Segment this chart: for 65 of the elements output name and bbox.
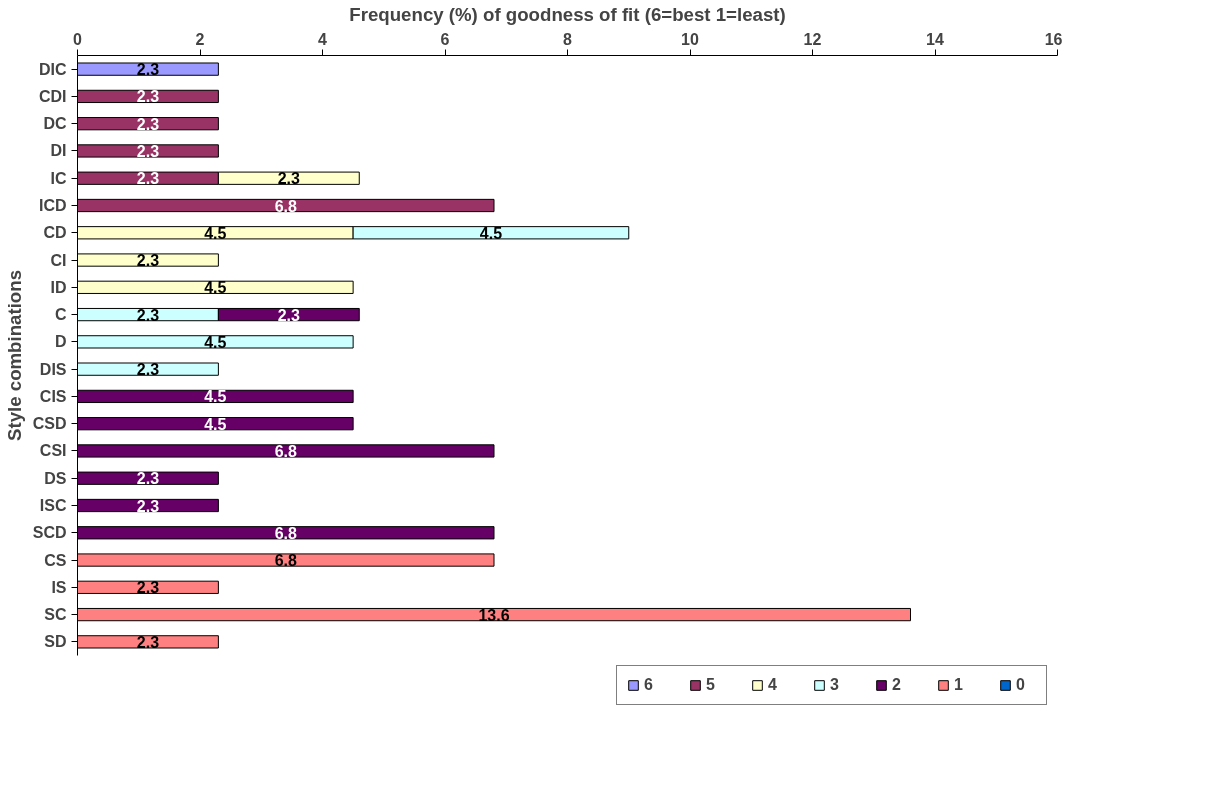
y-tick-label: CSD xyxy=(32,415,67,433)
y-tick-label: DC xyxy=(43,115,67,133)
legend-label: 2 xyxy=(892,676,902,694)
data-label: 2.3 xyxy=(136,252,160,270)
data-label: 2.3 xyxy=(277,170,301,188)
data-label: 2.3 xyxy=(136,633,160,651)
y-tick-label: CD xyxy=(43,224,67,242)
data-label: 6.8 xyxy=(274,197,297,215)
data-label: 4.5 xyxy=(204,224,227,242)
x-tick-label: 8 xyxy=(563,30,573,48)
y-tick-label: SD xyxy=(44,633,67,651)
x-axis-title: Frequency (%) of goodness of fit (6=best 1=least) xyxy=(349,3,786,25)
y-tick-label: ICD xyxy=(38,197,67,214)
legend-label: 5 xyxy=(706,676,716,694)
data-label: 2.3 xyxy=(136,170,160,188)
y-tick-label: IC xyxy=(50,169,67,187)
y-tick-label: SC xyxy=(44,606,67,624)
data-label: 13.6 xyxy=(478,606,510,624)
x-tick-label: 4 xyxy=(318,30,328,48)
data-label: 2.3 xyxy=(277,306,301,324)
y-tick-label: ID xyxy=(50,278,67,296)
data-label: 4.5 xyxy=(204,388,227,406)
y-tick-label: CDI xyxy=(38,87,67,105)
x-tick-label: 6 xyxy=(440,30,450,48)
y-tick-label: CSI xyxy=(39,442,67,460)
data-label: 4.5 xyxy=(204,415,227,433)
legend-label: 6 xyxy=(644,676,654,694)
x-tick-label: 2 xyxy=(195,30,205,48)
data-label: 6.8 xyxy=(274,442,297,460)
data-label: 2.3 xyxy=(136,88,160,106)
legend-label: 4 xyxy=(768,676,778,694)
data-label: 2.3 xyxy=(136,470,160,488)
data-label: 2.3 xyxy=(136,142,160,160)
data-label: 2.3 xyxy=(136,361,160,379)
y-tick-label: D xyxy=(54,333,67,351)
x-tick-label: 12 xyxy=(803,30,822,48)
y-tick-label: CI xyxy=(50,251,67,269)
y-tick-label: DS xyxy=(44,469,67,487)
data-label: 4.5 xyxy=(204,333,227,351)
y-tick-label: CS xyxy=(44,551,67,569)
data-label: 2.3 xyxy=(136,61,160,79)
data-label: 2.3 xyxy=(136,115,160,133)
y-tick-label: ISC xyxy=(39,497,67,514)
y-tick-label: CIS xyxy=(39,387,67,405)
data-label: 2.3 xyxy=(136,579,160,597)
legend-label: 0 xyxy=(1016,676,1026,694)
x-tick-label: 14 xyxy=(926,30,944,48)
data-label: 2.3 xyxy=(136,306,160,324)
y-tick-label: C xyxy=(54,306,67,324)
y-tick-label: DIS xyxy=(39,360,67,378)
data-label: 6.8 xyxy=(274,524,297,542)
legend-label: 1 xyxy=(954,676,964,694)
data-label: 6.8 xyxy=(274,552,297,570)
y-axis-title: Style combinations xyxy=(3,269,25,442)
x-tick-label: 0 xyxy=(73,30,83,48)
y-tick-label: IS xyxy=(51,578,67,596)
x-tick-label: 10 xyxy=(681,30,699,48)
legend-label: 3 xyxy=(830,676,840,694)
x-tick-label: 16 xyxy=(1044,30,1063,48)
y-tick-label: DI xyxy=(50,142,67,160)
y-tick-label: DIC xyxy=(38,60,67,78)
data-label: 4.5 xyxy=(479,224,503,242)
data-label: 4.5 xyxy=(204,279,227,297)
y-tick-label: SCD xyxy=(32,524,67,542)
data-label: 2.3 xyxy=(136,497,160,515)
